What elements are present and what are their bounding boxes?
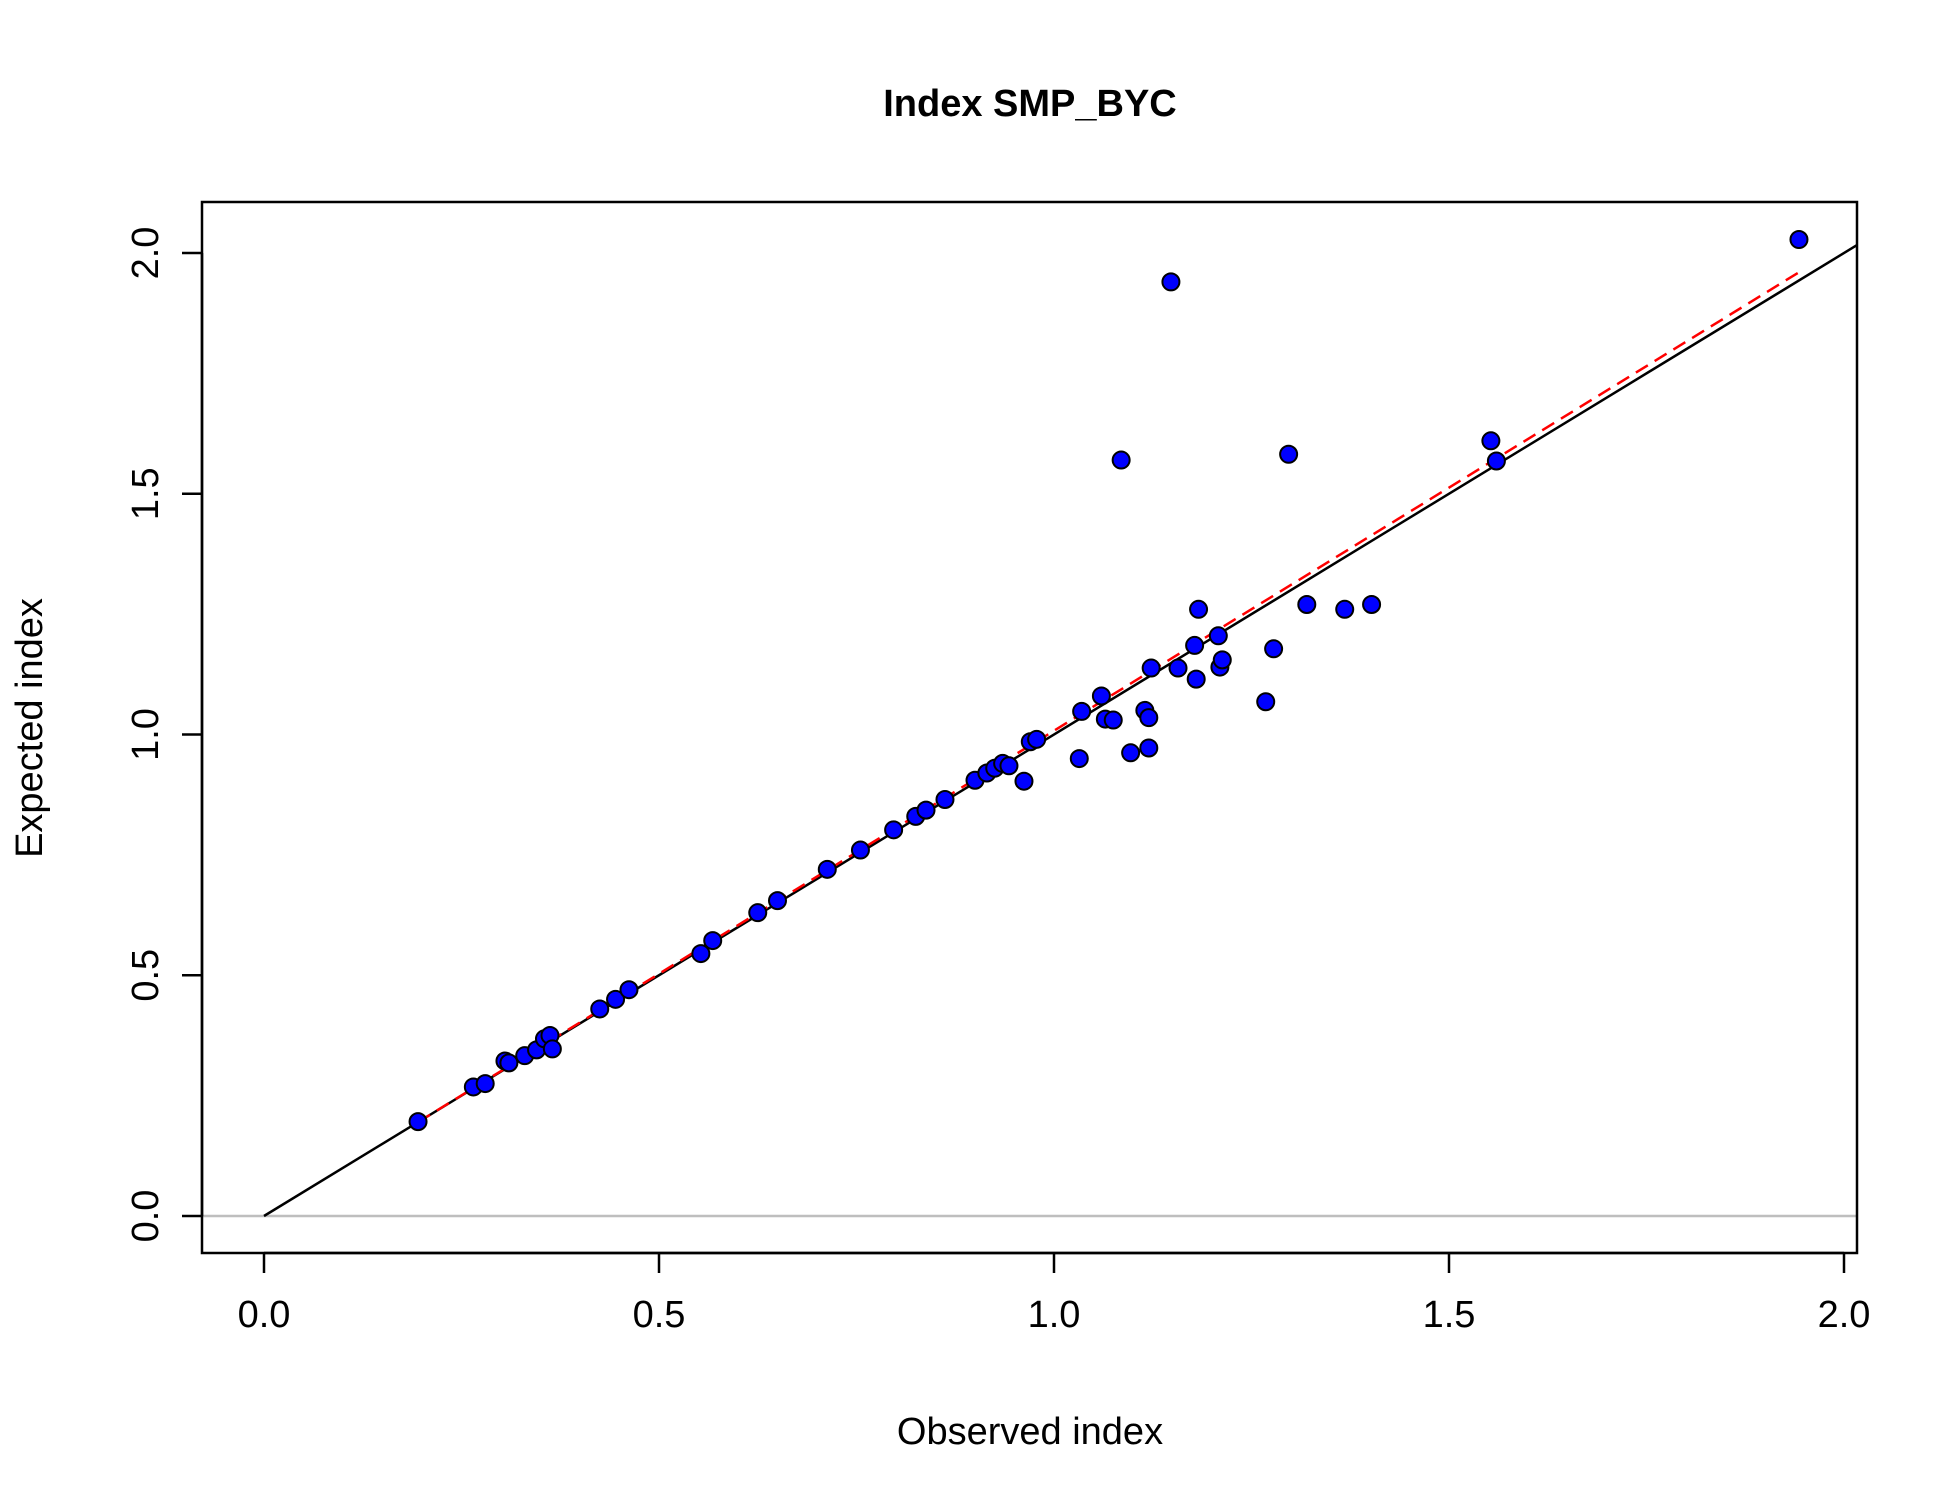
data-point <box>1121 743 1141 763</box>
data-point <box>1139 738 1159 758</box>
y-axis: 0.0 0.5 1.0 1.5 2.0 <box>125 227 204 1243</box>
data-point <box>1161 272 1181 292</box>
data-point <box>1208 626 1228 646</box>
data-point <box>1189 599 1209 619</box>
data-point <box>1014 771 1034 791</box>
data-point <box>1256 692 1276 712</box>
data-point <box>499 1053 519 1073</box>
data-point <box>1279 444 1299 464</box>
plot-frame <box>200 200 1859 1255</box>
data-point <box>999 756 1019 776</box>
y-tick-label: 0.0 <box>125 1190 167 1243</box>
y-tick-label: 2.0 <box>125 227 167 280</box>
data-point <box>1362 594 1382 614</box>
data-point <box>935 790 955 810</box>
data-point <box>606 989 626 1009</box>
y-tick-label: 1.5 <box>125 467 167 520</box>
data-point <box>1111 450 1131 470</box>
x-tick-label: 1.0 <box>1028 1294 1081 1336</box>
data-point <box>1264 639 1284 659</box>
data-point <box>1212 650 1232 670</box>
y-tick-label: 1.0 <box>125 708 167 761</box>
data-point <box>817 859 837 879</box>
x-tick-label: 0.5 <box>633 1294 686 1336</box>
data-point <box>408 1112 428 1132</box>
x-tick-label: 1.5 <box>1423 1294 1476 1336</box>
data-point <box>1091 686 1111 706</box>
data-point <box>748 903 768 923</box>
data-point <box>475 1074 495 1094</box>
data-point <box>1141 658 1161 678</box>
data-point <box>1139 708 1159 728</box>
data-point <box>1789 230 1809 250</box>
data-point <box>1072 701 1092 721</box>
x-axis-label: Observed index <box>897 1411 1163 1453</box>
x-tick-label: 0.0 <box>238 1294 291 1336</box>
y-tick-label: 0.5 <box>125 949 167 1002</box>
data-point <box>1297 594 1317 614</box>
data-point <box>850 840 870 860</box>
data-point <box>1027 729 1047 749</box>
data-point <box>1069 749 1089 769</box>
fit-line <box>417 271 1800 1124</box>
data-point <box>1481 431 1501 451</box>
data-point <box>1335 599 1355 619</box>
data-point <box>1185 635 1205 655</box>
x-axis: 0.0 0.5 1.0 1.5 2.0 <box>238 1251 1871 1336</box>
data-point <box>1168 658 1188 678</box>
chart-title: Index SMP_BYC <box>883 83 1177 125</box>
x-tick-label: 2.0 <box>1818 1294 1871 1336</box>
data-point <box>691 944 711 964</box>
data-point <box>590 999 610 1019</box>
data-point <box>542 1039 562 1059</box>
data-point <box>1186 669 1206 689</box>
data-point <box>703 931 723 951</box>
data-point <box>768 891 787 911</box>
data-point <box>884 820 904 840</box>
y-axis-label: Expected index <box>9 598 51 858</box>
plot-area <box>202 230 1858 1218</box>
data-point <box>619 980 639 1000</box>
data-point <box>1486 451 1506 471</box>
data-point <box>1103 710 1123 730</box>
data-point <box>916 800 936 820</box>
